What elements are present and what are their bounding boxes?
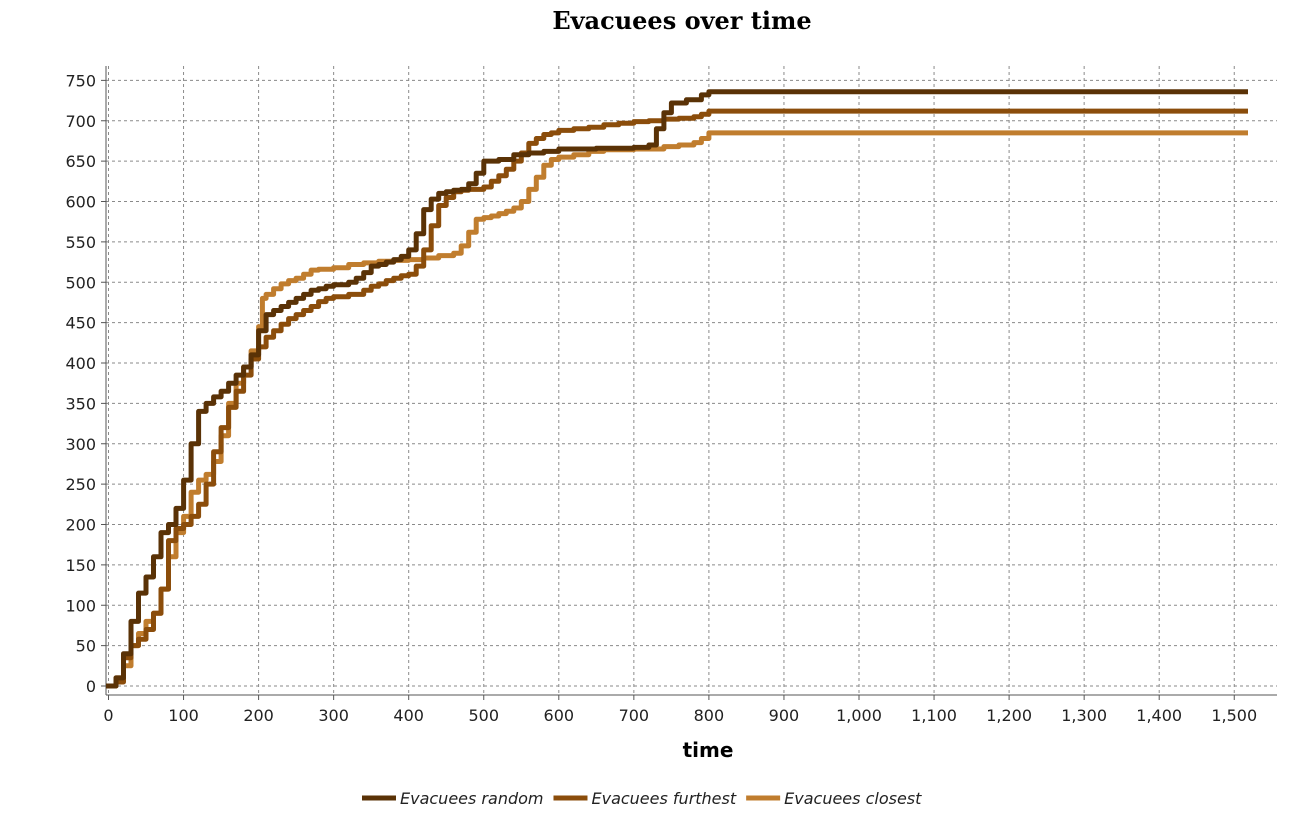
x-tick-label: 1,100 [911, 706, 957, 725]
x-tick-label: 600 [544, 706, 575, 725]
legend-label: Evacuees closest [784, 789, 922, 808]
chart-title: Evacuees over time [552, 6, 811, 35]
y-tick-label: 300 [65, 435, 96, 454]
x-axis-label: time [683, 738, 734, 762]
series-line-0 [106, 89, 1248, 689]
x-tick-label: 1,400 [1136, 706, 1182, 725]
x-tick-label: 0 [103, 706, 113, 725]
axes [105, 66, 1277, 696]
x-tick-label: 400 [393, 706, 424, 725]
y-tick-label: 150 [65, 556, 96, 575]
x-tick-label: 100 [168, 706, 199, 725]
x-tick-label: 700 [619, 706, 650, 725]
y-tick-label: 500 [65, 273, 96, 292]
series-line-1 [106, 108, 1248, 689]
y-axis-ticks: 0 50 100 150 200 250 300 350 400 450 500 550 600 650 7… [65, 71, 106, 696]
y-tick-label: 350 [65, 394, 96, 413]
x-tick-label: 1,300 [1061, 706, 1107, 725]
x-tick-label: 200 [243, 706, 274, 725]
legend: Evacuees random Evacuees furthest Evacuees… [362, 789, 922, 808]
y-tick-label: 550 [65, 233, 96, 252]
x-tick-label: 800 [694, 706, 725, 725]
x-tick-label: 900 [769, 706, 800, 725]
y-tick-label: 700 [65, 112, 96, 131]
grid [106, 66, 1277, 695]
x-tick-label: 1,000 [836, 706, 882, 725]
legend-label: Evacuees furthest [591, 789, 736, 808]
y-tick-label: 0 [86, 677, 96, 696]
series-lines [106, 89, 1248, 689]
x-tick-label: 1,200 [986, 706, 1032, 725]
x-tick-label: 1,500 [1211, 706, 1257, 725]
y-tick-label: 50 [76, 637, 96, 656]
y-tick-label: 250 [65, 475, 96, 494]
y-tick-label: 750 [65, 71, 96, 90]
y-tick-label: 400 [65, 354, 96, 373]
y-tick-label: 650 [65, 152, 96, 171]
x-axis-ticks: 0 100 200 300 400 500 600 700 800 900 1,000 1,100 1,… [103, 695, 1257, 725]
x-tick-label: 300 [318, 706, 349, 725]
y-tick-label: 100 [65, 596, 96, 615]
legend-label: Evacuees random [400, 789, 543, 808]
y-tick-label: 600 [65, 193, 96, 212]
x-tick-label: 500 [468, 706, 499, 725]
y-tick-label: 200 [65, 516, 96, 535]
y-tick-label: 450 [65, 314, 96, 333]
